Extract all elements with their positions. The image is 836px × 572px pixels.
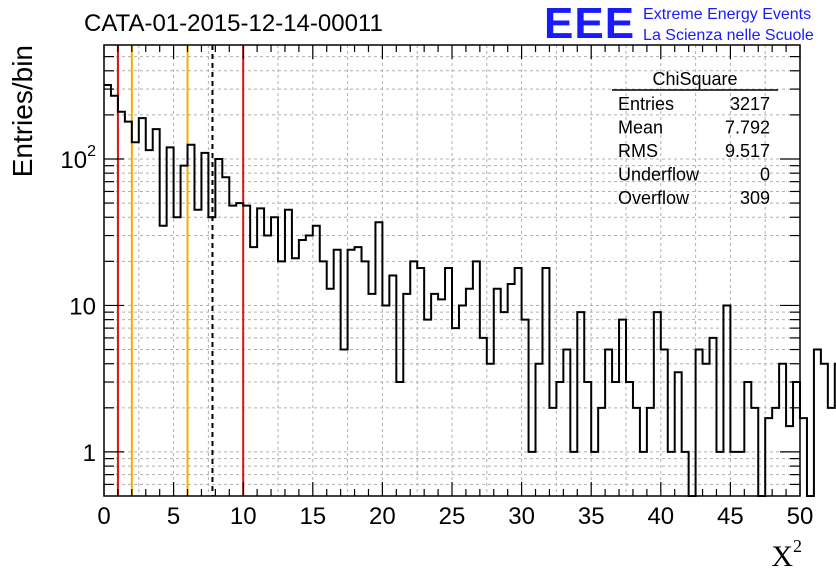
stats-label: Underflow: [618, 165, 700, 185]
x-tick-label: 25: [439, 503, 466, 530]
stats-rows: Entries 3217 Mean 7.792 RMS 9.517 Underflow 0 Ov…: [618, 94, 770, 208]
y-tick-labels: 1 10 102: [60, 143, 96, 467]
stats-value: 3217: [730, 94, 770, 114]
x-tick-label: 30: [508, 503, 535, 530]
x-tick-label: 20: [369, 503, 396, 530]
reference-lines: [116, 45, 245, 496]
x-axis-label-symbol: X: [771, 540, 793, 572]
stats-label: RMS: [618, 141, 658, 161]
x-tick-label: 50: [787, 503, 814, 530]
stats-value: 9.517: [725, 141, 770, 161]
stats-title: ChiSquare: [652, 69, 737, 89]
logo-line-2: La Scienza nelle Scuole: [643, 27, 814, 44]
logo-line-1: Extreme Energy Events: [643, 6, 812, 23]
stats-label: Entries: [618, 94, 674, 114]
x-tick-label: 40: [647, 503, 674, 530]
stats-value: 309: [740, 188, 770, 208]
y-axis-label: Entries/bin: [7, 45, 38, 177]
y-tick-label: 10: [69, 293, 96, 320]
histogram-outline: [104, 83, 836, 497]
stats-label: Overflow: [618, 188, 690, 208]
stats-box: ChiSquare Entries 3217 Mean 7.792 RMS 9.517 Un…: [612, 69, 778, 208]
stats-value: 0: [760, 165, 770, 185]
x-tick-label: 10: [230, 503, 257, 530]
y-tick-label: 102: [60, 143, 96, 174]
y-tick-label: 1: [83, 440, 96, 467]
eee-logo: EEE Extreme Energy Events La Scienza nel…: [544, 2, 814, 46]
logo-mark: EEE: [544, 0, 636, 48]
x-tick-label: 35: [578, 503, 605, 530]
x-tick-labels: 0 5 10 15 20 25 30 35 40 45 50: [97, 503, 813, 530]
grid: [104, 45, 800, 496]
stats-label: Mean: [618, 118, 663, 138]
x-tick-label: 0: [97, 503, 110, 530]
logo-text: Extreme Energy Events La Scienza nelle S…: [643, 4, 814, 46]
x-tick-label: 5: [167, 503, 180, 530]
chart-title: CATA-01-2015-12-14-00011: [84, 10, 383, 37]
stats-value: 7.792: [725, 118, 770, 138]
axis-ticks: [103, 45, 801, 496]
x-tick-label: 15: [299, 503, 326, 530]
x-axis-label: X2: [771, 536, 802, 572]
x-tick-label: 45: [717, 503, 744, 530]
x-axis-label-superscript: 2: [793, 536, 802, 556]
